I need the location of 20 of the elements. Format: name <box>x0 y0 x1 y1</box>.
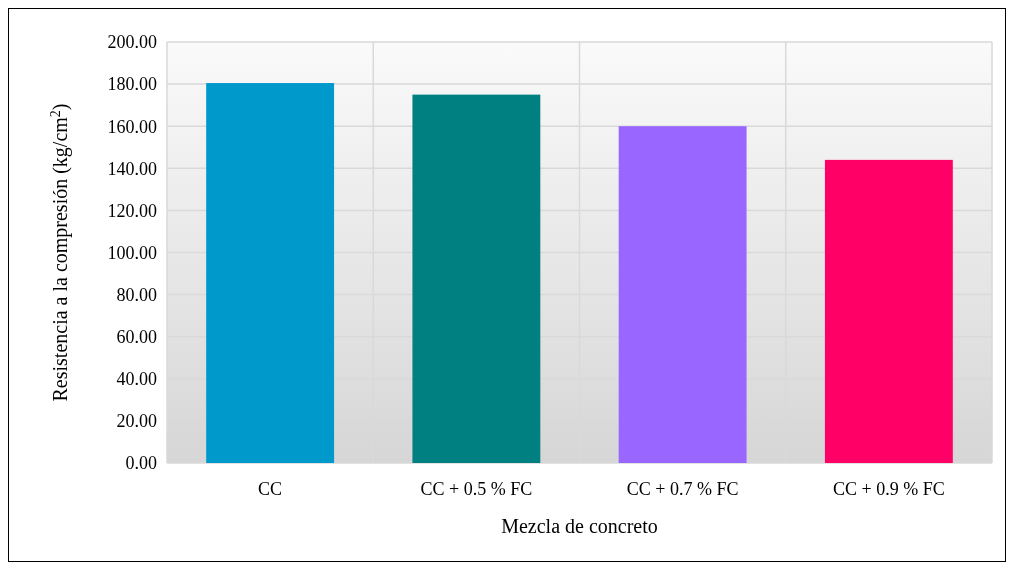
x-tick-label: CC + 0.7 % FC <box>626 479 739 499</box>
x-axis-title: Mezcla de concreto <box>501 515 658 537</box>
bar <box>618 126 747 463</box>
y-tick-label: 180.00 <box>107 74 157 95</box>
y-tick-label: 80.00 <box>116 284 157 305</box>
y-tick-label: 140.00 <box>107 158 157 179</box>
bar <box>412 94 541 463</box>
y-tick-label: 20.00 <box>116 411 157 432</box>
y-tick-label: 160.00 <box>107 116 157 137</box>
x-tick-label: CC <box>258 479 283 499</box>
x-tick-label: CC + 0.9 % FC <box>833 479 945 499</box>
bar <box>824 159 953 463</box>
bar <box>206 83 335 463</box>
y-tick-label: 100.00 <box>107 242 157 263</box>
y-tick-label: 120.00 <box>107 200 157 221</box>
y-tick-label: 0.00 <box>125 453 157 474</box>
y-tick-label: 40.00 <box>116 369 157 390</box>
x-tick-label: CC + 0.5 % FC <box>420 479 533 499</box>
y-tick-label: 60.00 <box>116 327 157 347</box>
y-tick-label: 200.00 <box>107 32 157 53</box>
